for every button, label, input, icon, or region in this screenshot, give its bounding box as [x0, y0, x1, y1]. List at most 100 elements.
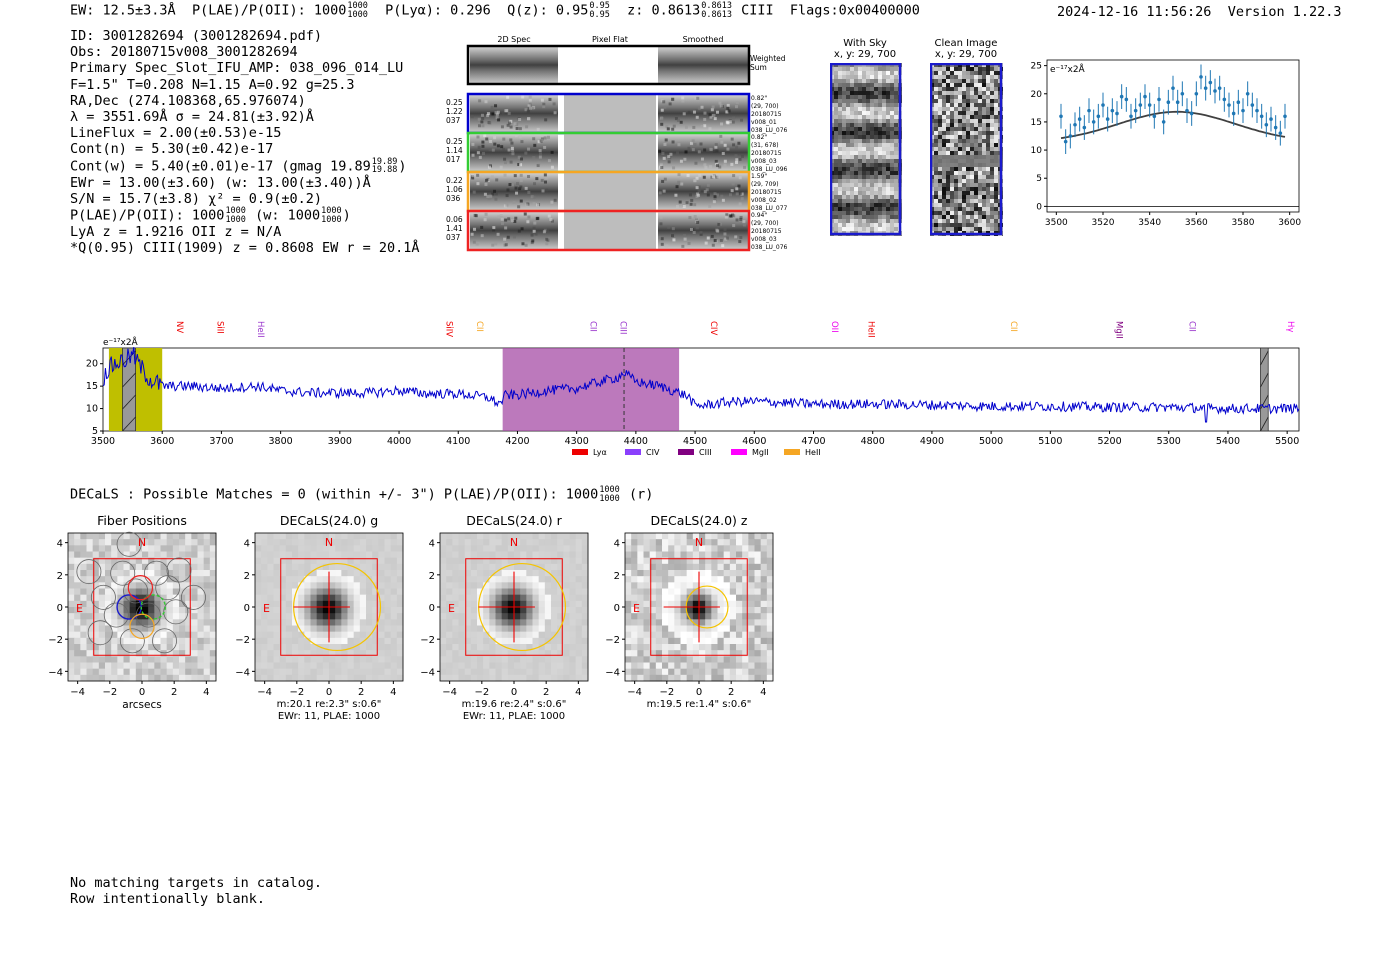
- decals-pixel: [668, 637, 675, 645]
- decals-pixel: [748, 662, 755, 670]
- sky-pixel: [850, 115, 854, 119]
- sky-pixel: [858, 195, 862, 199]
- decals-pixel: [631, 625, 638, 633]
- sky-pixel: [866, 223, 870, 227]
- decals-pixel: [68, 557, 75, 565]
- decals-pixel: [292, 557, 299, 565]
- decals-pixel: [261, 625, 268, 633]
- fiber-red: [127, 575, 154, 601]
- decals-pixel: [267, 557, 274, 565]
- decals-pixel: [160, 557, 168, 565]
- decals-pixel: [316, 662, 324, 670]
- clean-pixel: [994, 127, 998, 131]
- decals-pixel: [563, 570, 570, 577]
- cutout-noise: [516, 182, 520, 186]
- clean-pixel: [994, 223, 998, 227]
- decals-pixel: [285, 625, 293, 633]
- fit-xtick-label: 3540: [1138, 218, 1161, 228]
- decals-pixel: [575, 668, 583, 676]
- sky-pixel: [846, 175, 850, 179]
- cutout-noise: [689, 228, 693, 232]
- decals-pixel: [668, 674, 675, 682]
- decals-pixel: [526, 557, 533, 565]
- sky-pixel: [882, 179, 886, 183]
- decals-pixel: [86, 582, 94, 589]
- decals-pixel: [322, 588, 330, 596]
- sky-pixel: [870, 223, 874, 227]
- decals-pixel: [74, 557, 81, 565]
- decals-pixel: [353, 551, 361, 559]
- decals-pixel: [359, 613, 367, 620]
- decals-pixel: [197, 533, 205, 540]
- clean-pixel: [966, 75, 970, 79]
- decals-pixel: [699, 644, 706, 651]
- clean-pixel: [994, 115, 998, 119]
- clean-pixel: [938, 111, 942, 115]
- decals-pixel: [464, 668, 472, 676]
- clean-pixel: [994, 203, 998, 207]
- sky-pixel: [838, 187, 842, 191]
- cutout-noise: [716, 164, 720, 168]
- decals-pixel: [154, 637, 161, 645]
- sky-pixel: [878, 95, 882, 99]
- decals-pixel: [384, 551, 392, 559]
- sky-pixel: [842, 151, 846, 155]
- decals-pixel: [532, 650, 540, 657]
- fit-point: [1119, 94, 1124, 99]
- cutout-left-label: 017: [446, 155, 461, 164]
- cutout-noise: [478, 99, 482, 103]
- sky-pixel: [870, 199, 874, 203]
- decals-pixel: [649, 594, 657, 602]
- decals-pixel: [390, 668, 398, 676]
- clean-pixel: [950, 215, 954, 219]
- cutout-noise: [514, 216, 518, 220]
- decals-pixel: [142, 576, 149, 583]
- decals-pixel: [154, 674, 161, 682]
- decals-pixel: [185, 600, 192, 608]
- clean-pixel: [962, 215, 966, 219]
- cutout-right-label: v008_03: [751, 236, 777, 243]
- decals-pixel: [255, 539, 262, 546]
- decals-pixel: [495, 582, 503, 589]
- decals-pixel: [316, 576, 324, 583]
- sky-pixel: [866, 219, 870, 223]
- decals-pixel: [483, 644, 490, 651]
- cutout-noise: [481, 140, 485, 144]
- clean-pixel: [942, 215, 946, 219]
- decals-pixel: [203, 539, 211, 546]
- clean-pixel: [978, 111, 982, 115]
- decals-pixel: [261, 674, 268, 682]
- decals-pixel: [384, 539, 392, 546]
- decals-pixel: [329, 674, 336, 682]
- decals-pixel: [341, 625, 348, 633]
- decals-pixel: [662, 557, 669, 565]
- decals-pixel: [557, 662, 564, 670]
- decals-pixel: [520, 563, 527, 571]
- decals-pixel: [674, 619, 681, 626]
- sky-pixel: [894, 83, 898, 87]
- decals-pixel: [378, 644, 385, 651]
- decals-pixel: [736, 539, 743, 546]
- decals-pixel: [470, 557, 478, 565]
- decals-pixel: [625, 557, 632, 565]
- clean-pixel: [966, 195, 970, 199]
- detection-info: ID: 3001282694 (3001282694.pdf) Obs: 201…: [70, 28, 420, 256]
- cutout-noise: [708, 204, 712, 208]
- decals-pixel: [483, 674, 490, 682]
- decals-pixel: [316, 613, 324, 620]
- decals-ytick-label: 0: [429, 603, 435, 614]
- sky-pixel: [850, 127, 854, 131]
- decals-pixel: [581, 619, 589, 626]
- sky-pixel: [838, 159, 842, 163]
- decals-pixel: [316, 619, 324, 626]
- decals-pixel: [347, 600, 355, 608]
- decals-pixel: [279, 674, 287, 682]
- clean-pixel: [966, 107, 970, 111]
- cutout-noise: [676, 118, 680, 122]
- decals-pixel: [507, 656, 515, 663]
- decals-pixel: [477, 588, 484, 596]
- sky-pixel: [834, 203, 838, 207]
- sky-pixel: [894, 159, 898, 163]
- decals-pixel: [255, 662, 262, 670]
- spec-line-label: SiIV: [443, 321, 453, 337]
